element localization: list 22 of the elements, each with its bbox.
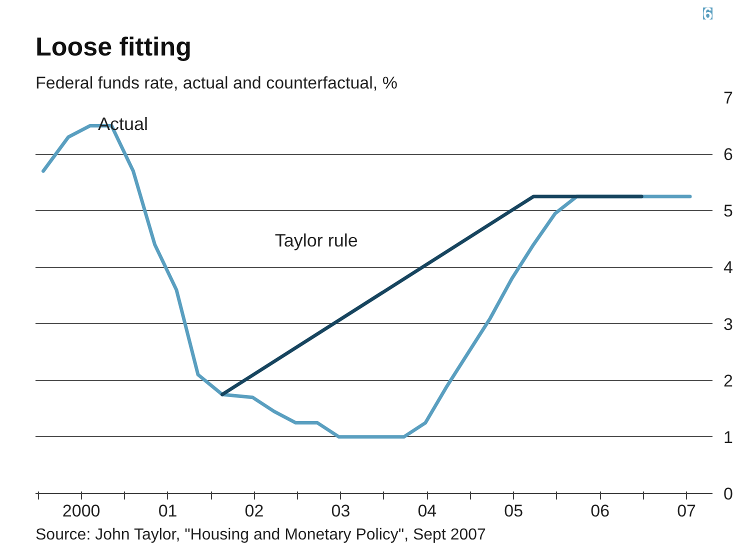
x-tick-label: 01 [158,502,178,520]
y-tick-label: 3 [724,314,733,334]
y-tick-label: 0 [724,484,733,504]
x-tick-label: 04 [418,502,437,520]
text: 6 [703,4,713,24]
x-tick-label: 05 [504,502,524,520]
chart-title: Loose fitting [36,32,192,62]
series-label: Actual [98,114,148,134]
y-tick-label: 4 [724,258,733,278]
y-tick-label: 5 [724,202,733,221]
y-tick-label: 2 [724,371,733,390]
y-tick-label: 7 [724,88,733,108]
y-tick-label: 6 [724,145,733,164]
text: Taylor rule [274,230,358,250]
chart-subtitle: Federal funds rate, actual and counterfactual, % [36,74,398,92]
x-tick-label: 02 [244,502,264,520]
source-note: Source: John Taylor, "Housing and Monetary Policy", Sept 2007 [36,526,486,544]
x-tick-label: 06 [590,502,610,520]
x-tick-label: 07 [677,502,696,520]
x-tick-label: 2000 [62,502,100,520]
x-tick-label: 03 [331,502,350,520]
y-tick-label: 1 [724,428,733,447]
